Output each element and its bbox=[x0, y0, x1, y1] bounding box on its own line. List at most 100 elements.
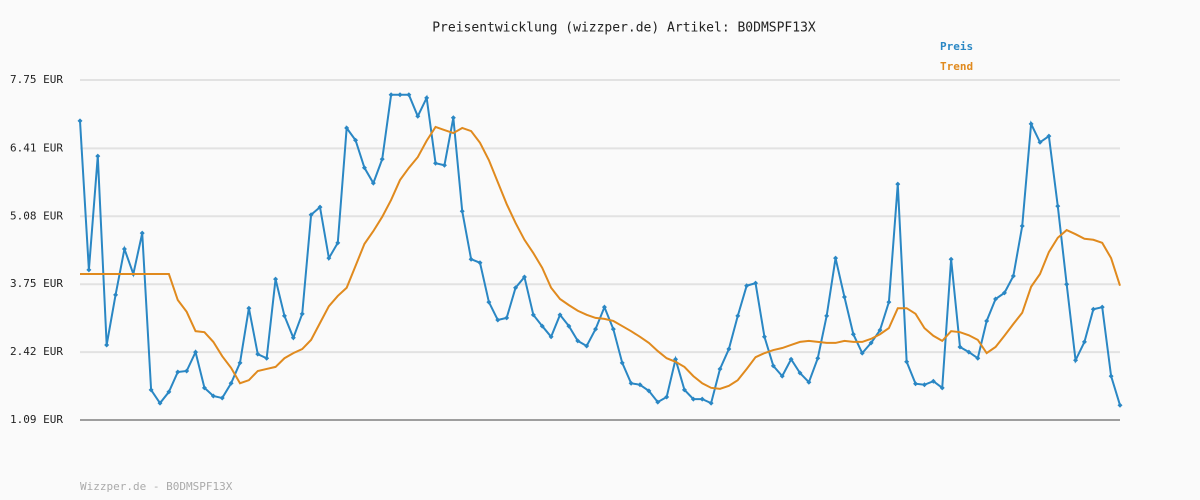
point-marker bbox=[735, 313, 741, 319]
point-marker bbox=[415, 113, 421, 119]
point-marker bbox=[921, 382, 927, 388]
point-marker bbox=[1010, 273, 1016, 279]
point-marker bbox=[219, 395, 225, 401]
point-marker bbox=[468, 256, 474, 262]
point-marker bbox=[753, 280, 759, 286]
point-marker bbox=[1001, 290, 1007, 296]
point-marker bbox=[175, 369, 181, 375]
point-marker bbox=[370, 180, 376, 186]
point-marker bbox=[539, 323, 545, 329]
point-marker bbox=[441, 162, 447, 168]
point-marker bbox=[1046, 133, 1052, 139]
point-marker bbox=[379, 156, 385, 162]
point-marker bbox=[948, 256, 954, 262]
point-marker bbox=[797, 370, 803, 376]
point-marker bbox=[788, 356, 794, 362]
point-marker bbox=[833, 255, 839, 261]
point-marker bbox=[201, 385, 207, 391]
point-marker bbox=[637, 382, 643, 388]
point-marker bbox=[815, 355, 821, 361]
point-marker bbox=[255, 351, 261, 357]
legend-label: Preis bbox=[940, 40, 973, 53]
point-marker bbox=[495, 317, 501, 323]
point-marker bbox=[957, 344, 963, 350]
y-tick-label: 7.75 EUR bbox=[10, 73, 63, 86]
point-marker bbox=[975, 355, 981, 361]
y-tick-label: 1.09 EUR bbox=[10, 413, 63, 426]
point-marker bbox=[557, 312, 563, 318]
point-marker bbox=[1108, 373, 1114, 379]
point-marker bbox=[237, 360, 243, 366]
point-marker bbox=[993, 296, 999, 302]
point-marker bbox=[1073, 357, 1079, 363]
point-marker bbox=[513, 285, 519, 291]
y-tick-label: 2.42 EUR bbox=[10, 345, 63, 358]
point-marker bbox=[708, 400, 714, 406]
point-marker bbox=[1117, 402, 1123, 408]
point-marker bbox=[628, 380, 634, 386]
point-marker bbox=[895, 181, 901, 187]
footer: Wizzper.de - B0DMSPF13X bbox=[80, 480, 233, 493]
point-marker bbox=[361, 165, 367, 171]
point-marker bbox=[121, 246, 127, 252]
point-marker bbox=[459, 208, 465, 214]
point-marker bbox=[717, 366, 723, 372]
point-marker bbox=[841, 294, 847, 300]
point-marker bbox=[939, 385, 945, 391]
point-marker bbox=[761, 334, 767, 340]
point-marker bbox=[664, 394, 670, 400]
point-marker bbox=[655, 399, 661, 405]
point-marker bbox=[726, 346, 732, 352]
point-marker bbox=[1099, 304, 1105, 310]
point-marker bbox=[904, 359, 910, 365]
point-marker bbox=[157, 400, 163, 406]
point-marker bbox=[353, 137, 359, 143]
series-line bbox=[80, 125, 1121, 390]
point-marker bbox=[850, 331, 856, 337]
y-tick-label: 5.08 EUR bbox=[10, 209, 63, 222]
point-marker bbox=[246, 305, 252, 311]
point-marker bbox=[308, 212, 314, 218]
point-marker bbox=[193, 349, 199, 355]
chart-title: Preisentwicklung (wizzper.de) Artikel: B… bbox=[432, 21, 816, 36]
point-marker bbox=[681, 387, 687, 393]
point-marker bbox=[530, 312, 536, 318]
point-marker bbox=[1064, 281, 1070, 287]
point-marker bbox=[424, 95, 430, 101]
point-marker bbox=[575, 338, 581, 344]
point-marker bbox=[504, 315, 510, 321]
point-marker bbox=[521, 274, 527, 280]
point-marker bbox=[779, 373, 785, 379]
point-marker bbox=[646, 388, 652, 394]
point-marker bbox=[859, 350, 865, 356]
point-marker bbox=[228, 380, 234, 386]
point-marker bbox=[344, 125, 350, 131]
point-marker bbox=[433, 160, 439, 166]
point-marker bbox=[930, 378, 936, 384]
point-marker bbox=[477, 260, 483, 266]
point-marker bbox=[584, 343, 590, 349]
point-marker bbox=[913, 381, 919, 387]
point-marker bbox=[210, 393, 216, 399]
point-marker bbox=[1081, 339, 1087, 345]
point-marker bbox=[86, 267, 92, 273]
point-marker bbox=[406, 92, 412, 98]
point-marker bbox=[486, 299, 492, 305]
point-marker bbox=[744, 283, 750, 289]
point-marker bbox=[281, 313, 287, 319]
y-tick-label: 3.75 EUR bbox=[10, 277, 63, 290]
point-marker bbox=[1028, 121, 1034, 127]
point-marker bbox=[299, 311, 305, 317]
point-marker bbox=[290, 335, 296, 341]
point-marker bbox=[388, 92, 394, 98]
point-marker bbox=[806, 379, 812, 385]
point-marker bbox=[548, 334, 554, 340]
point-marker bbox=[610, 326, 616, 332]
point-marker bbox=[593, 326, 599, 332]
point-marker bbox=[619, 360, 625, 366]
point-marker bbox=[966, 349, 972, 355]
point-marker bbox=[824, 313, 830, 319]
point-marker bbox=[601, 304, 607, 310]
point-marker bbox=[699, 396, 705, 402]
